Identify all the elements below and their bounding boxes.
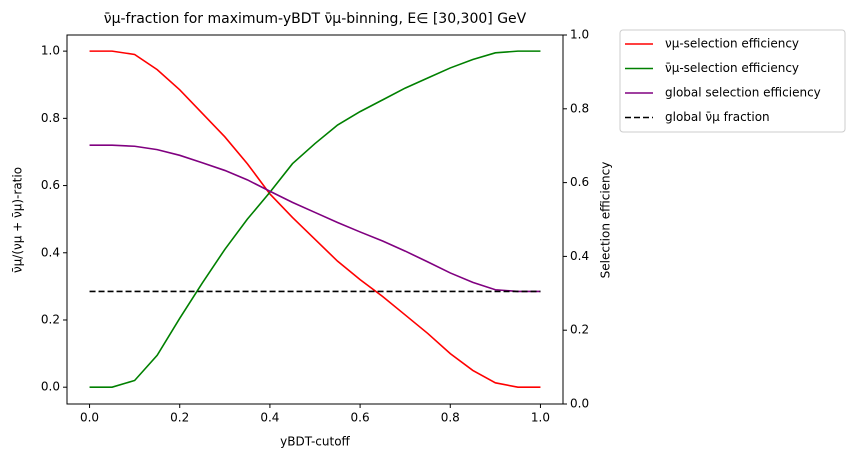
y-tick-label: 0.4 bbox=[41, 245, 60, 259]
plot-frame bbox=[66, 34, 564, 405]
x-tick-label: 0.4 bbox=[260, 411, 279, 425]
legend-label: global ν̄μ fraction bbox=[665, 110, 770, 124]
legend-label: νμ-selection efficiency bbox=[665, 37, 799, 51]
series-line bbox=[89, 50, 541, 388]
y2-tick-label: 0.4 bbox=[570, 249, 589, 263]
y2-tick-label: 1.0 bbox=[570, 28, 589, 42]
y-tick-label: 1.0 bbox=[41, 44, 60, 58]
x-tick-label: 0.8 bbox=[441, 411, 460, 425]
y-tick-label: 0.0 bbox=[41, 380, 60, 394]
x-tick-label: 0.2 bbox=[170, 411, 189, 425]
x-tick-label: 0.6 bbox=[351, 411, 370, 425]
y-tick-label: 0.2 bbox=[41, 312, 60, 326]
x-axis-label: yBDT-cutoff bbox=[280, 435, 350, 449]
y-tick-label: 0.6 bbox=[41, 178, 60, 192]
legend-label: global selection efficiency bbox=[665, 86, 821, 100]
y2-tick-label: 0.8 bbox=[570, 101, 589, 115]
x-tick-label: 1.0 bbox=[531, 411, 550, 425]
y2-tick-label: 0.6 bbox=[570, 175, 589, 189]
legend-box bbox=[619, 29, 846, 133]
chart-title: ν̄μ-fraction for maximum-yBDT ν̄μ-binnin… bbox=[104, 11, 527, 27]
series-line bbox=[89, 144, 541, 293]
y2-axis-label: Selection efficiency bbox=[599, 162, 613, 279]
y2-tick-label: 0.0 bbox=[570, 397, 589, 411]
y2-tick-label: 0.2 bbox=[570, 323, 589, 337]
y-axis-label: ν̄μ/(νμ + ν̄μ)-ratio bbox=[11, 167, 25, 273]
x-tick-label: 0.0 bbox=[80, 411, 99, 425]
legend-label: ν̄μ-selection efficiency bbox=[665, 61, 799, 75]
y-tick-label: 0.8 bbox=[41, 111, 60, 125]
series-line bbox=[89, 50, 541, 388]
